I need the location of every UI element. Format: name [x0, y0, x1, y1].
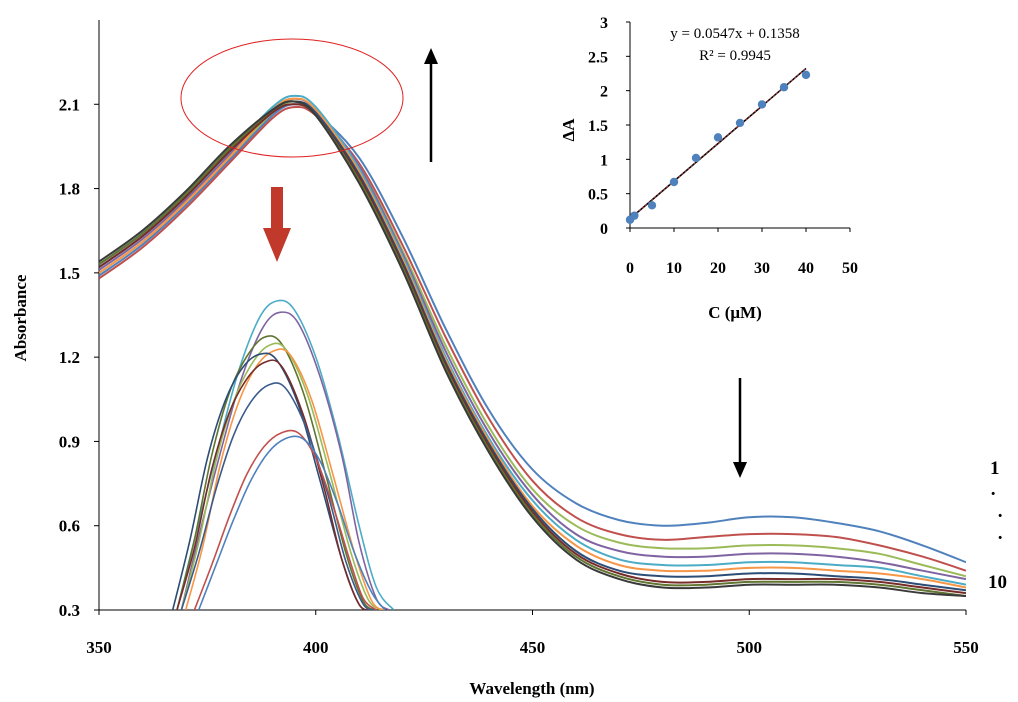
inset-y-tick-label: 2.5 [588, 49, 608, 66]
inset-points-group [625, 70, 811, 224]
block-arrow-down-icon [263, 187, 291, 262]
series-label-dot-3: · [997, 528, 1003, 549]
inset-y-ticks: 0 0.5 1 1.5 2 2.5 3 [588, 15, 630, 238]
series-label-dot-1: · [990, 484, 996, 505]
inset-data-point [669, 177, 679, 187]
zoom-spectrum-line-6 [171, 352, 373, 610]
inset-equation: y = 0.0547x + 0.1358 [670, 26, 799, 42]
inset-x-tick-label: 30 [754, 260, 770, 277]
peak-highlight-ellipse [180, 38, 404, 158]
inset-y-tick-label: 0 [600, 221, 608, 238]
spectrum-line-9 [99, 100, 966, 597]
main-y-tick-label: 1.8 [59, 180, 80, 199]
main-y-ticks: 0.3 0.6 0.9 1.2 1.5 1.8 2.1 [59, 95, 99, 620]
inset-x-tick-label: 0 [626, 260, 634, 277]
zoom-spectrum-line-7 [176, 359, 373, 610]
inset-trendline-group [629, 67, 807, 220]
inset-y-axis-title: ΔA [559, 118, 578, 142]
arrow-up-icon [424, 48, 438, 162]
inset-data-point [757, 100, 767, 109]
series-label-last: 10 [988, 572, 1007, 593]
inset-data-point [801, 70, 811, 80]
zoom-spectrum-line-3 [176, 335, 377, 610]
main-x-axis-title: Wavelength (nm) [469, 679, 594, 698]
main-x-ticks: 350 400 450 500 550 [86, 610, 979, 657]
inset-x-tick-label: 10 [666, 260, 682, 277]
main-x-tick-label: 500 [737, 638, 763, 657]
inset-data-point [630, 211, 639, 220]
inset-y-tick-label: 0.5 [588, 187, 608, 204]
zoom-spectrum-line-10 [197, 435, 386, 610]
spectrum-line-1 [99, 103, 966, 564]
zoom-spectrum-line-4 [180, 342, 382, 610]
inset-data-point [779, 83, 789, 92]
main-y-tick-label: 2.1 [59, 95, 80, 114]
inset-y-tick-label: 3 [600, 15, 608, 32]
inset-r-squared: R² = 0.9945 [699, 48, 771, 64]
inset-data-point [691, 153, 701, 163]
main-axes [98, 20, 966, 611]
zoom-spectrum-line-8 [180, 382, 377, 610]
main-x-tick-label: 550 [953, 638, 979, 657]
main-series-group [99, 94, 966, 597]
zoom-inset-series-group [171, 299, 395, 610]
main-y-tick-label: 0.9 [59, 432, 80, 451]
main-y-tick-label: 1.5 [59, 264, 80, 283]
main-x-tick-label: 350 [86, 638, 112, 657]
spectrum-line-2 [99, 105, 966, 572]
main-y-tick-label: 0.3 [59, 601, 80, 620]
arrow-down-icon [733, 378, 747, 478]
spectrum-line-3 [99, 100, 966, 578]
main-y-axis-title: Absorbance [11, 274, 30, 361]
main-x-tick-label: 400 [303, 638, 329, 657]
inset-data-point [735, 118, 745, 128]
main-y-tick-label: 1.2 [59, 348, 80, 367]
inset-data-point [647, 201, 657, 210]
main-y-tick-label: 0.6 [59, 517, 80, 536]
spectrum-line-8 [99, 103, 966, 595]
main-x-tick-label: 450 [520, 638, 546, 657]
inset-x-tick-label: 50 [842, 260, 858, 277]
zoom-spectrum-line-2 [180, 311, 390, 610]
inset-trendline-overlay [629, 68, 807, 219]
spectrum-line-10 [99, 100, 966, 597]
inset-data-point [713, 133, 723, 142]
inset-x-tick-label: 20 [710, 260, 726, 277]
zoom-spectrum-line-1 [176, 299, 395, 610]
inset-y-tick-label: 1 [600, 152, 608, 169]
inset-y-tick-label: 1.5 [588, 118, 608, 135]
inset-y-tick-label: 2 [600, 84, 608, 101]
inset-x-tick-label: 40 [798, 260, 814, 277]
zoom-spectrum-line-9 [193, 429, 377, 610]
inset-x-ticks: 0 10 20 30 40 50 [626, 228, 858, 277]
inset-calibration-chart: 0 10 20 30 40 50 0 0.5 1 1.5 2 2.5 3 y = 0.0547x + … [559, 15, 858, 322]
series-label-dot-2: · [997, 506, 1003, 527]
series-label-first: 1 [990, 458, 1000, 479]
inset-x-axis-title: C (μM) [708, 303, 762, 322]
